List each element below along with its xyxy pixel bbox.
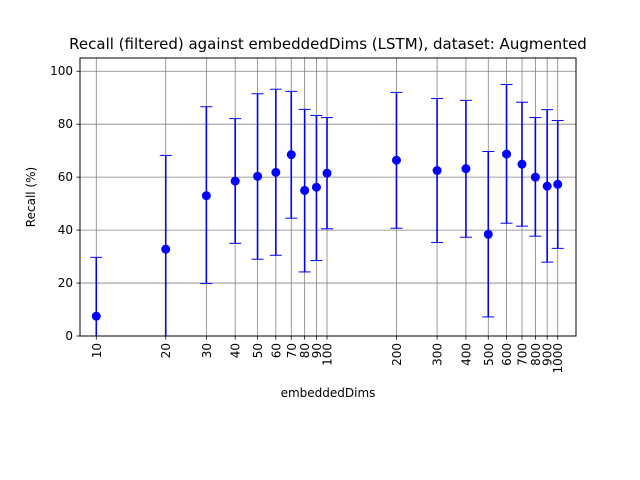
data-point: [432, 166, 442, 176]
x-axis-label: embeddedDims: [281, 386, 376, 400]
data-point: [502, 149, 512, 159]
y-tick-label: 100: [50, 64, 73, 78]
data-point: [300, 185, 310, 195]
x-tick-label: 800: [529, 343, 543, 366]
x-tick-label: 900: [541, 343, 555, 366]
data-points: [91, 149, 563, 321]
error-bars: [90, 83, 564, 337]
data-point: [517, 159, 527, 169]
data-point: [483, 229, 493, 239]
x-tick-label: 200: [390, 343, 404, 366]
plot-frame: [79, 57, 577, 337]
data-point: [286, 150, 296, 160]
x-tick-label: 700: [515, 343, 529, 366]
data-point: [230, 176, 240, 186]
data-point: [322, 168, 332, 178]
chart-title: Recall (filtered) against embeddedDims (…: [69, 35, 587, 53]
x-tick-label: 70: [285, 343, 299, 358]
x-tick-label: 30: [200, 343, 214, 358]
data-point: [91, 311, 101, 321]
data-point: [391, 155, 401, 165]
x-tick-label: 10: [90, 343, 104, 358]
x-tick-label: 400: [459, 343, 473, 366]
y-tick-label: 20: [58, 276, 73, 290]
x-tick-label: 40: [229, 343, 243, 358]
data-point: [553, 179, 563, 189]
x-tick-label: 500: [482, 343, 496, 366]
x-tick-label: 80: [298, 343, 312, 358]
data-point: [542, 181, 552, 191]
data-point: [461, 164, 471, 174]
data-point: [201, 191, 211, 201]
x-tick-label: 20: [159, 343, 173, 358]
x-tick-label: 600: [500, 343, 514, 366]
x-tick-label: 100: [321, 343, 335, 366]
x-tick-label: 50: [251, 343, 265, 358]
data-point: [311, 182, 321, 192]
y-tick-label: 40: [58, 223, 73, 237]
x-tick-label: 90: [310, 343, 324, 358]
data-point: [530, 172, 540, 182]
y-axis-label: Recall (%): [24, 167, 38, 227]
data-point: [161, 244, 171, 254]
y-tick-label: 60: [58, 170, 73, 184]
data-point: [271, 167, 281, 177]
x-tick-label: 300: [431, 343, 445, 366]
data-point: [253, 171, 263, 181]
y-axis-ticks: 0 20 40 60 80 100: [50, 64, 80, 343]
x-tick-label: 1000: [551, 343, 565, 374]
grid: [80, 58, 576, 337]
y-tick-label: 80: [58, 117, 73, 131]
y-tick-label: 0: [65, 329, 73, 343]
x-tick-label: 60: [269, 343, 283, 358]
